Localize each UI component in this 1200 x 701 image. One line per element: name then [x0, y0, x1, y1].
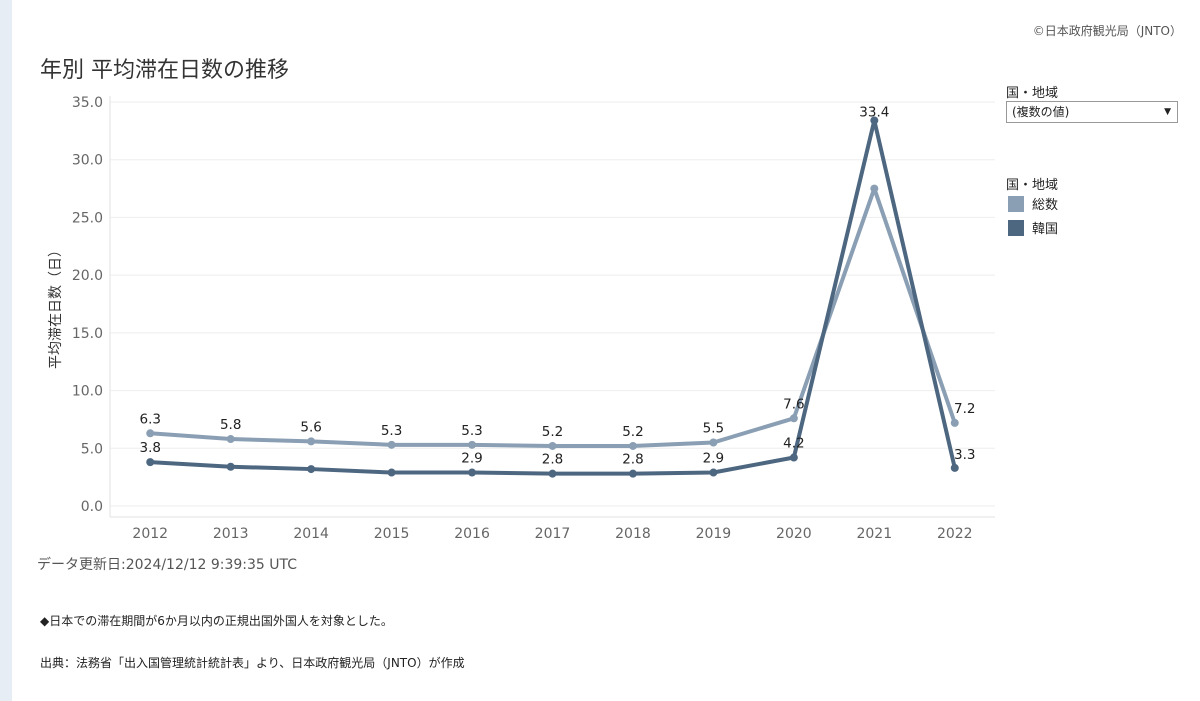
legend-swatch-korea [1008, 220, 1024, 236]
page-title: 年別 平均滞在日数の推移 [40, 58, 289, 83]
data-label: 33.4 [859, 104, 889, 120]
data-point [628, 469, 637, 478]
data-point [387, 468, 396, 477]
x-tick-label: 2018 [615, 526, 651, 542]
data-label: 5.5 [703, 421, 724, 437]
x-tick-label: 2021 [856, 526, 892, 542]
legend-label-total: 総数 [1032, 198, 1059, 213]
legend-item-korea[interactable]: 韓国 [1008, 220, 1058, 238]
y-tick-label: 15.0 [72, 326, 103, 342]
y-tick-label: 10.0 [72, 384, 103, 400]
dropdown-arrow-icon: ▼ [1164, 107, 1171, 117]
x-tick-label: 2019 [696, 526, 732, 542]
y-tick-label: 5.0 [81, 441, 103, 457]
x-tick-label: 2016 [454, 526, 490, 542]
data-point [709, 468, 718, 477]
data-point [307, 437, 316, 446]
x-tick-label: 2012 [132, 526, 168, 542]
country-filter-dropdown[interactable]: (複数の値) ▼ [1006, 101, 1178, 123]
x-tick-label: 2013 [213, 526, 249, 542]
y-tick-label: 35.0 [72, 95, 103, 111]
x-tick-label: 2014 [293, 526, 329, 542]
data-label: 6.3 [139, 411, 160, 427]
data-point [146, 458, 155, 467]
legend-item-total[interactable]: 総数 [1008, 196, 1058, 214]
left-strip [0, 0, 12, 701]
data-label: 2.9 [461, 451, 482, 467]
x-tick-label: 2015 [374, 526, 410, 542]
data-point [709, 438, 718, 447]
data-point [950, 418, 959, 427]
data-label: 3.8 [139, 440, 160, 456]
data-updated-text: データ更新日:2024/12/12 9:39:35 UTC [37, 557, 298, 573]
data-label: 7.2 [954, 401, 975, 417]
data-label: 5.8 [220, 417, 241, 433]
series-line-0 [148, 186, 957, 448]
data-point [548, 469, 557, 478]
data-label: 5.2 [542, 424, 563, 440]
data-label: 5.6 [300, 419, 321, 435]
data-point [226, 435, 235, 444]
legend-label-korea: 韓国 [1032, 222, 1059, 237]
data-label: 4.2 [783, 436, 804, 452]
data-point [307, 465, 316, 474]
copyright: ©日本政府観光局（JNTO） [1032, 24, 1182, 38]
data-label: 7.6 [783, 396, 804, 412]
data-point [387, 440, 396, 449]
y-tick-label: 25.0 [72, 210, 103, 226]
data-label: 3.3 [954, 447, 975, 463]
legend-title: 国・地域 [1006, 178, 1059, 193]
x-tick-label: 2020 [776, 526, 812, 542]
y-tick-label: 0.0 [81, 499, 103, 515]
data-label: 2.9 [703, 451, 724, 467]
line-chart: 0.0 5.0 10.0 15.0 20.0 25.0 30.0 35.0 2012 2013 20… [48, 95, 995, 542]
data-point [468, 468, 477, 477]
data-label: 5.2 [622, 424, 643, 440]
data-label: 5.3 [461, 423, 482, 439]
data-point [870, 116, 879, 125]
data-label: 2.8 [542, 452, 563, 468]
data-point [789, 414, 798, 423]
data-point [146, 429, 155, 438]
data-point [870, 184, 879, 193]
legend-swatch-total [1008, 196, 1024, 212]
series-line-1 [148, 118, 957, 476]
data-point [548, 441, 557, 450]
data-label: 2.8 [622, 452, 643, 468]
data-point [468, 440, 477, 449]
x-tick-label: 2017 [535, 526, 571, 542]
y-tick-label: 30.0 [72, 153, 103, 169]
note-source: 出典：法務省「出入国管理統計統計表」より、日本政府観光局（JNTO）が作成 [40, 656, 465, 670]
filter-label: 国・地域 [1006, 86, 1059, 101]
data-point [226, 462, 235, 471]
data-point [628, 441, 637, 450]
y-tick-label: 20.0 [72, 268, 103, 284]
x-tick-label: 2022 [937, 526, 973, 542]
y-axis-title: 平均滞在日数（日） [48, 243, 64, 369]
note-scope: ◆日本での滞在期間が6か月以内の正規出国外国人を対象とした。 [40, 614, 393, 628]
data-label: 5.3 [381, 423, 402, 439]
data-point [789, 453, 798, 462]
data-point [950, 463, 959, 472]
filter-value: (複数の値) [1012, 105, 1070, 119]
